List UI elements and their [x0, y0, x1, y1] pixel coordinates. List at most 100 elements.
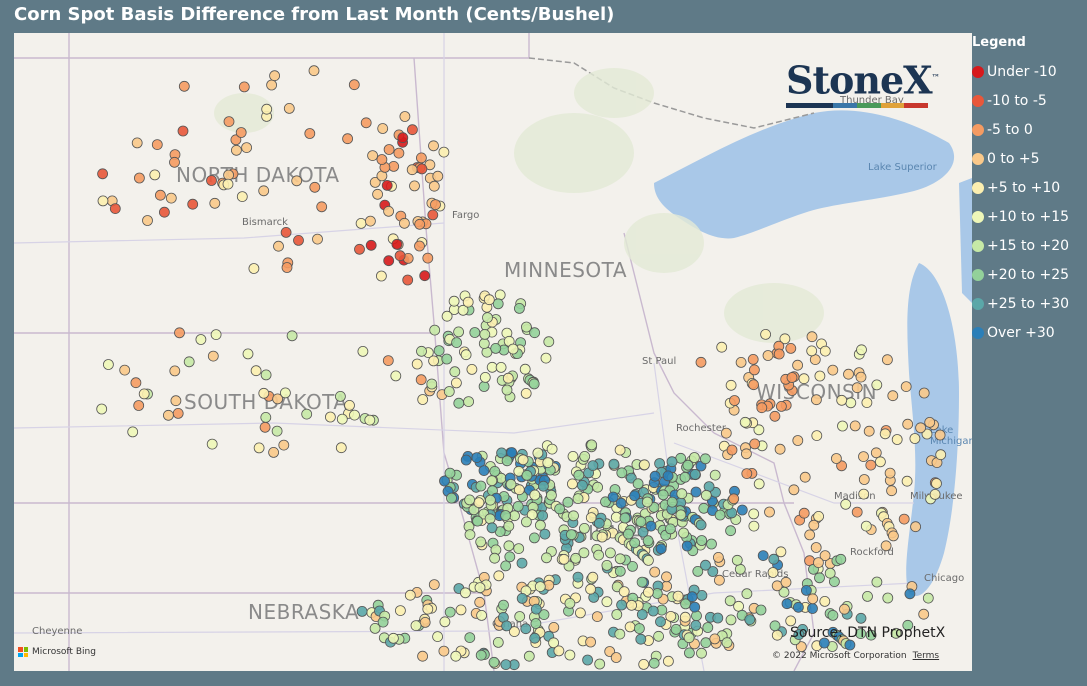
- map-marker[interactable]: [230, 144, 242, 156]
- map-marker[interactable]: [486, 475, 498, 487]
- map-marker[interactable]: [692, 566, 704, 577]
- map-marker[interactable]: [871, 379, 883, 391]
- map-marker[interactable]: [836, 394, 848, 406]
- map-marker[interactable]: [773, 348, 785, 360]
- map-marker[interactable]: [902, 619, 914, 631]
- map-marker[interactable]: [342, 133, 354, 145]
- map-marker[interactable]: [432, 170, 444, 182]
- map-marker[interactable]: [516, 593, 528, 604]
- map-marker[interactable]: [258, 185, 270, 197]
- map-marker[interactable]: [433, 345, 445, 357]
- map-marker[interactable]: [449, 366, 461, 378]
- map-marker[interactable]: [429, 324, 441, 336]
- map-marker[interactable]: [372, 188, 384, 200]
- map-marker[interactable]: [572, 571, 584, 583]
- map-marker[interactable]: [720, 427, 732, 439]
- map-marker[interactable]: [818, 637, 830, 649]
- map-marker[interactable]: [682, 459, 694, 471]
- map-marker[interactable]: [935, 449, 947, 461]
- map-marker[interactable]: [377, 123, 389, 134]
- map-marker[interactable]: [486, 522, 498, 534]
- map-marker[interactable]: [406, 124, 418, 136]
- map-marker[interactable]: [464, 494, 476, 506]
- map-marker[interactable]: [172, 407, 184, 419]
- map-marker[interactable]: [601, 596, 613, 608]
- map-marker[interactable]: [610, 652, 622, 663]
- map-marker[interactable]: [657, 489, 669, 501]
- map-marker[interactable]: [690, 620, 702, 631]
- map-marker[interactable]: [376, 154, 388, 165]
- map-marker[interactable]: [304, 128, 316, 139]
- map-marker[interactable]: [538, 480, 549, 492]
- map-marker[interactable]: [861, 397, 873, 409]
- map-marker[interactable]: [399, 111, 411, 122]
- map-marker[interactable]: [142, 215, 153, 226]
- map-marker[interactable]: [649, 566, 661, 578]
- map-marker[interactable]: [845, 397, 857, 409]
- map-marker[interactable]: [356, 606, 368, 617]
- map-marker[interactable]: [813, 510, 824, 522]
- map-marker[interactable]: [651, 588, 663, 599]
- map-marker[interactable]: [806, 331, 818, 343]
- map-marker[interactable]: [492, 637, 504, 648]
- map-marker[interactable]: [286, 330, 298, 342]
- map-marker[interactable]: [844, 639, 856, 651]
- map-marker[interactable]: [734, 563, 746, 575]
- map-marker[interactable]: [422, 252, 434, 264]
- map-marker[interactable]: [479, 328, 491, 340]
- map-marker[interactable]: [858, 474, 870, 485]
- map-marker[interactable]: [725, 614, 737, 626]
- map-marker[interactable]: [149, 169, 161, 181]
- map-marker[interactable]: [875, 456, 886, 468]
- map-marker[interactable]: [402, 274, 414, 286]
- map-marker[interactable]: [443, 386, 455, 397]
- map-marker[interactable]: [382, 355, 394, 367]
- map-marker[interactable]: [882, 354, 893, 366]
- map-marker[interactable]: [529, 632, 541, 644]
- map-marker[interactable]: [808, 519, 820, 531]
- map-marker[interactable]: [450, 377, 462, 389]
- map-marker[interactable]: [404, 589, 416, 601]
- map-marker[interactable]: [592, 481, 603, 493]
- map-marker[interactable]: [553, 645, 565, 657]
- map-marker[interactable]: [748, 379, 759, 391]
- map-marker[interactable]: [542, 457, 554, 469]
- map-marker[interactable]: [478, 381, 490, 392]
- map-marker[interactable]: [636, 609, 648, 620]
- map-marker[interactable]: [475, 480, 487, 492]
- map-marker[interactable]: [918, 608, 930, 620]
- map-marker[interactable]: [521, 516, 532, 528]
- map-marker[interactable]: [419, 617, 431, 628]
- map-marker[interactable]: [666, 456, 678, 468]
- map-marker[interactable]: [428, 180, 440, 192]
- map-marker[interactable]: [523, 650, 535, 662]
- map-marker[interactable]: [591, 611, 603, 622]
- map-marker[interactable]: [520, 387, 532, 399]
- map-marker[interactable]: [663, 655, 674, 667]
- map-marker[interactable]: [360, 117, 372, 129]
- map-marker[interactable]: [537, 510, 548, 522]
- map-marker[interactable]: [661, 571, 672, 583]
- map-marker[interactable]: [792, 359, 803, 371]
- map-marker[interactable]: [798, 507, 810, 519]
- map-marker[interactable]: [375, 270, 387, 282]
- map-marker[interactable]: [438, 645, 450, 657]
- map-marker[interactable]: [475, 649, 487, 661]
- map-marker[interactable]: [575, 607, 586, 619]
- map-marker[interactable]: [795, 641, 807, 652]
- map-marker[interactable]: [886, 485, 897, 497]
- map-marker[interactable]: [383, 144, 395, 155]
- map-marker[interactable]: [242, 348, 254, 360]
- map-marker[interactable]: [744, 614, 756, 625]
- map-marker[interactable]: [426, 378, 438, 390]
- map-marker[interactable]: [891, 434, 903, 445]
- map-marker[interactable]: [843, 368, 854, 380]
- map-marker[interactable]: [517, 454, 529, 466]
- map-marker[interactable]: [755, 604, 767, 616]
- map-marker[interactable]: [811, 394, 822, 406]
- map-marker[interactable]: [364, 414, 376, 426]
- map-marker[interactable]: [416, 345, 427, 357]
- map-marker[interactable]: [855, 371, 867, 383]
- map-marker[interactable]: [567, 478, 578, 490]
- map-marker[interactable]: [505, 478, 517, 490]
